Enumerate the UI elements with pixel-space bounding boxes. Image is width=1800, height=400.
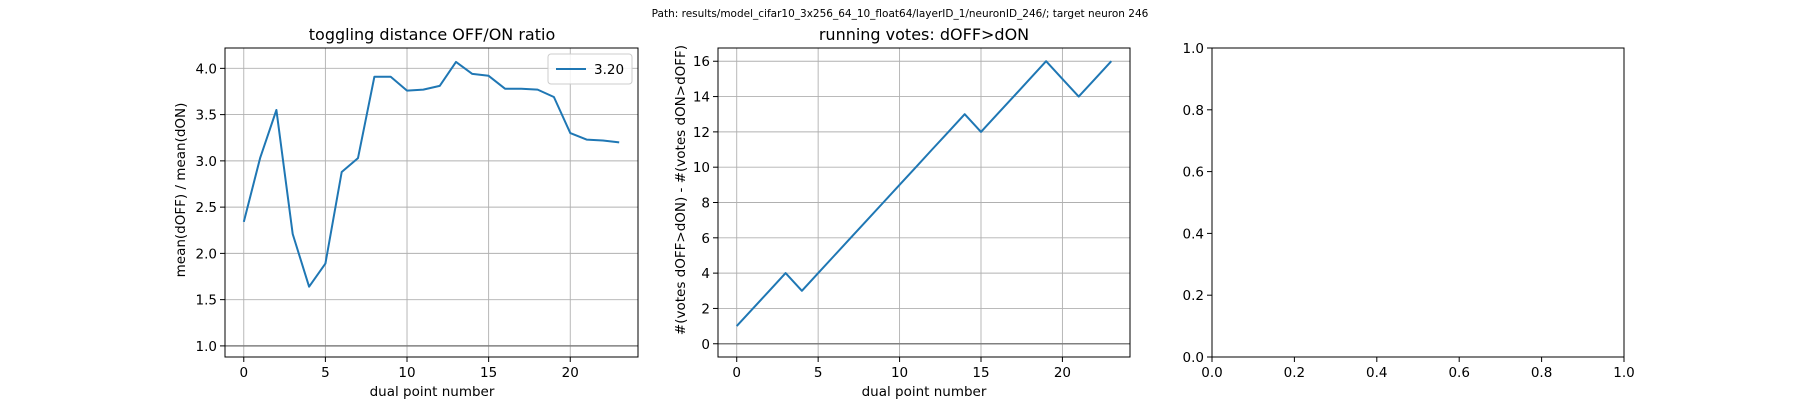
x-tick-label: 10 bbox=[891, 365, 908, 381]
x-tick-label: 15 bbox=[972, 365, 989, 381]
series-line bbox=[242, 60, 620, 288]
x-tick-label: 0.2 bbox=[1284, 365, 1305, 381]
y-tick-label: 4 bbox=[701, 266, 710, 282]
panel-empty-axes: 0.0 0.2 0.4 0.6 0.8 1.0 0.0 0.2 0.4 0.6 0.8 1.0 bbox=[1183, 41, 1635, 381]
y-tick-label: 1.0 bbox=[1183, 41, 1204, 57]
y-tick-label: 2.5 bbox=[196, 200, 217, 216]
x-tick-label: 20 bbox=[562, 365, 579, 381]
y-tick-label: 10 bbox=[693, 160, 710, 176]
legend-entry-label: 3.20 bbox=[594, 62, 624, 78]
x-tick-label: 10 bbox=[398, 365, 415, 381]
x-tick-label: 1.0 bbox=[1613, 365, 1634, 381]
y-tick-label: 0 bbox=[701, 337, 710, 353]
x-tick-label: 20 bbox=[1054, 365, 1071, 381]
y-tick-label: 12 bbox=[693, 125, 710, 141]
x-axis-label: dual point number bbox=[862, 384, 987, 400]
panel-running-votes: running votes: dOFF>dON dual point numbe… bbox=[673, 25, 1131, 400]
legend: 3.20 bbox=[547, 53, 633, 85]
x-tick-label: 5 bbox=[814, 365, 823, 381]
y-tick-label: 4.0 bbox=[196, 61, 217, 77]
panel-title: running votes: dOFF>dON bbox=[819, 25, 1029, 44]
y-tick-label: 0.6 bbox=[1183, 165, 1204, 181]
x-tick-label: 0.4 bbox=[1366, 365, 1387, 381]
panel-title: toggling distance OFF/ON ratio bbox=[309, 25, 555, 44]
x-tick-label: 0 bbox=[732, 365, 741, 381]
y-tick-label: 0.4 bbox=[1183, 226, 1204, 242]
y-tick-label: 0.8 bbox=[1183, 103, 1204, 119]
x-tick-label: 5 bbox=[321, 365, 330, 381]
y-tick-label: 3.5 bbox=[196, 108, 217, 124]
x-tick-label: 15 bbox=[480, 365, 497, 381]
x-tick-label: 0.8 bbox=[1531, 365, 1552, 381]
y-tick-label: 16 bbox=[693, 54, 710, 70]
y-tick-label: 2 bbox=[701, 301, 710, 317]
y-axis-label: mean(dOFF) / mean(dON) bbox=[173, 103, 189, 278]
y-tick-label: 0.2 bbox=[1183, 288, 1204, 304]
legend-box bbox=[547, 53, 633, 85]
y-tick-label: 3.0 bbox=[196, 154, 217, 170]
y-tick-label: 0.0 bbox=[1183, 350, 1204, 366]
y-tick-label: 1.0 bbox=[196, 339, 217, 355]
y-tick-label: 1.5 bbox=[196, 293, 217, 309]
axes-frame bbox=[224, 47, 639, 358]
figure-suptitle: Path: results/model_cifar10_3x256_64_10_… bbox=[652, 8, 1149, 20]
panel-toggling-ratio: toggling distance OFF/ON ratio dual poin… bbox=[173, 25, 639, 400]
x-tick-label: 0.6 bbox=[1448, 365, 1469, 381]
y-tick-label: 6 bbox=[701, 231, 710, 247]
y-tick-label: 2.0 bbox=[196, 246, 217, 262]
axes-frame bbox=[1211, 47, 1625, 358]
y-axis-label: #(votes dOFF>dON) - #(votes dON>dOFF) bbox=[673, 45, 689, 335]
y-tick-label: 14 bbox=[693, 90, 710, 106]
x-axis-label: dual point number bbox=[370, 384, 495, 400]
x-tick-label: 0 bbox=[239, 365, 248, 381]
y-tick-label: 8 bbox=[701, 196, 710, 212]
x-tick-label: 0.0 bbox=[1201, 365, 1222, 381]
series-line bbox=[735, 60, 1113, 327]
